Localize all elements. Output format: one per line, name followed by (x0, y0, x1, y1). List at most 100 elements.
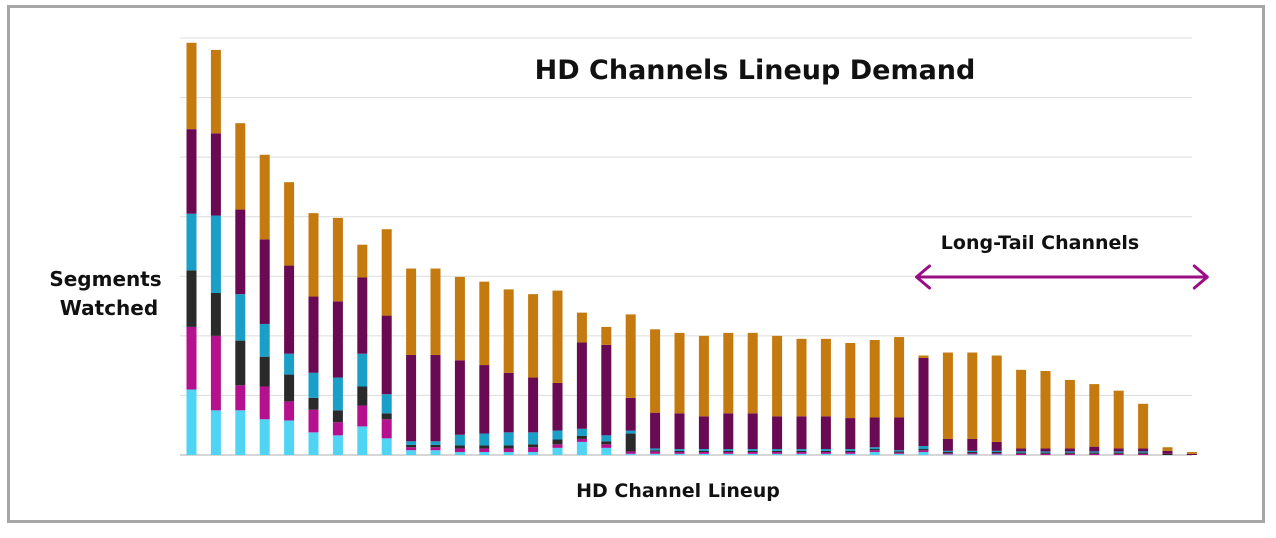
bar-segment (625, 314, 636, 398)
bar-segment (698, 450, 709, 453)
bar-segment (967, 438, 978, 451)
bar-segment (503, 452, 514, 455)
long-tail-label: Long-Tail Channels (941, 232, 1139, 254)
bar-segment (918, 357, 929, 447)
bar-segment (820, 453, 831, 455)
bar-segment (796, 338, 807, 417)
bar-segment (747, 449, 758, 451)
y-axis-label-line-1: Segments (49, 267, 161, 291)
bar-segment (1162, 450, 1173, 454)
bar-segment (406, 354, 417, 442)
bar-segment (210, 215, 221, 293)
bar-segment (1138, 451, 1149, 453)
bar-segment (747, 453, 758, 455)
bar-segment (552, 439, 563, 445)
bar-segment (845, 450, 856, 453)
bar-segment (528, 444, 539, 448)
bar-segment (869, 340, 880, 418)
bar-segment (1138, 452, 1149, 454)
bar-segment (674, 332, 685, 414)
bar-segment (1113, 451, 1124, 453)
bar-segment (991, 441, 1002, 451)
bar-segment (820, 450, 831, 453)
bar-segment (942, 452, 953, 454)
bar-segment (1186, 453, 1197, 455)
bar-segment (259, 154, 270, 240)
bar-segment (747, 332, 758, 414)
bar-segment (894, 453, 905, 455)
bar-segment (894, 452, 905, 454)
bar-segment (235, 410, 246, 455)
bar-segment (747, 452, 758, 454)
y-axis-label-line-2: Watched (60, 296, 158, 320)
bar-segment (259, 356, 270, 387)
bar-segment (601, 344, 612, 436)
bar-segment (625, 433, 636, 452)
bar-segment (772, 450, 783, 453)
bar-segment (1016, 453, 1027, 455)
bar-segment (357, 353, 368, 387)
bar-segment (942, 352, 953, 439)
bar-segment (723, 449, 734, 451)
bar-segment (1138, 403, 1149, 449)
bar-segment (942, 450, 953, 453)
bar-segment (235, 294, 246, 341)
bar-segment (454, 276, 465, 361)
bar-segment (454, 445, 465, 449)
bar-segment (308, 213, 319, 297)
bar-segment (284, 353, 295, 375)
bar-segment (918, 452, 929, 455)
bar-segment (186, 42, 197, 130)
bar-segment (967, 454, 978, 455)
bar-segment (528, 432, 539, 445)
bar-segment (1089, 453, 1100, 455)
bar-segment (747, 450, 758, 453)
bars (186, 42, 1197, 455)
bar-segment (967, 452, 978, 454)
bar-segment (991, 452, 1002, 454)
bar-segment (357, 405, 368, 427)
bar-segment (674, 450, 685, 453)
bar-segment (845, 343, 856, 419)
bar-segment (650, 451, 661, 454)
bar-segment (698, 452, 709, 454)
bar-segment (210, 292, 221, 336)
bar-segment (1089, 452, 1100, 454)
bar-segment (772, 452, 783, 454)
bar-segment (918, 449, 929, 451)
bar-segment (1064, 453, 1075, 455)
bar-segment (625, 430, 636, 434)
bar-segment (479, 365, 490, 434)
bar-segment (1016, 451, 1027, 453)
bar-segment (503, 445, 514, 449)
bar-segment (1089, 446, 1100, 452)
bar-segment (601, 441, 612, 445)
bar-segment (210, 410, 221, 455)
bar-segment (1186, 452, 1197, 454)
bar-segment (918, 446, 929, 450)
bar-segment (1113, 453, 1124, 455)
bar-segment (845, 418, 856, 450)
bar-segment (576, 312, 587, 343)
bar-segment (967, 453, 978, 455)
bar-segment (820, 338, 831, 417)
bar-segment (625, 397, 636, 431)
bar-segment (1016, 452, 1027, 454)
bar-segment (186, 326, 197, 390)
bar-segment (381, 413, 392, 420)
bar-segment (357, 426, 368, 455)
bar-segment (991, 450, 1002, 453)
bar-segment (576, 438, 587, 442)
bar-segment (552, 430, 563, 440)
bar-segment (186, 389, 197, 455)
bar-segment (454, 360, 465, 435)
bar-segment (650, 450, 661, 452)
bar-segment (845, 453, 856, 455)
bar-segment (332, 422, 343, 436)
bar-segment (674, 413, 685, 450)
bar-segment (796, 416, 807, 450)
bar-segment (1040, 453, 1051, 455)
bar-segment (381, 229, 392, 316)
bar-segment (381, 394, 392, 414)
